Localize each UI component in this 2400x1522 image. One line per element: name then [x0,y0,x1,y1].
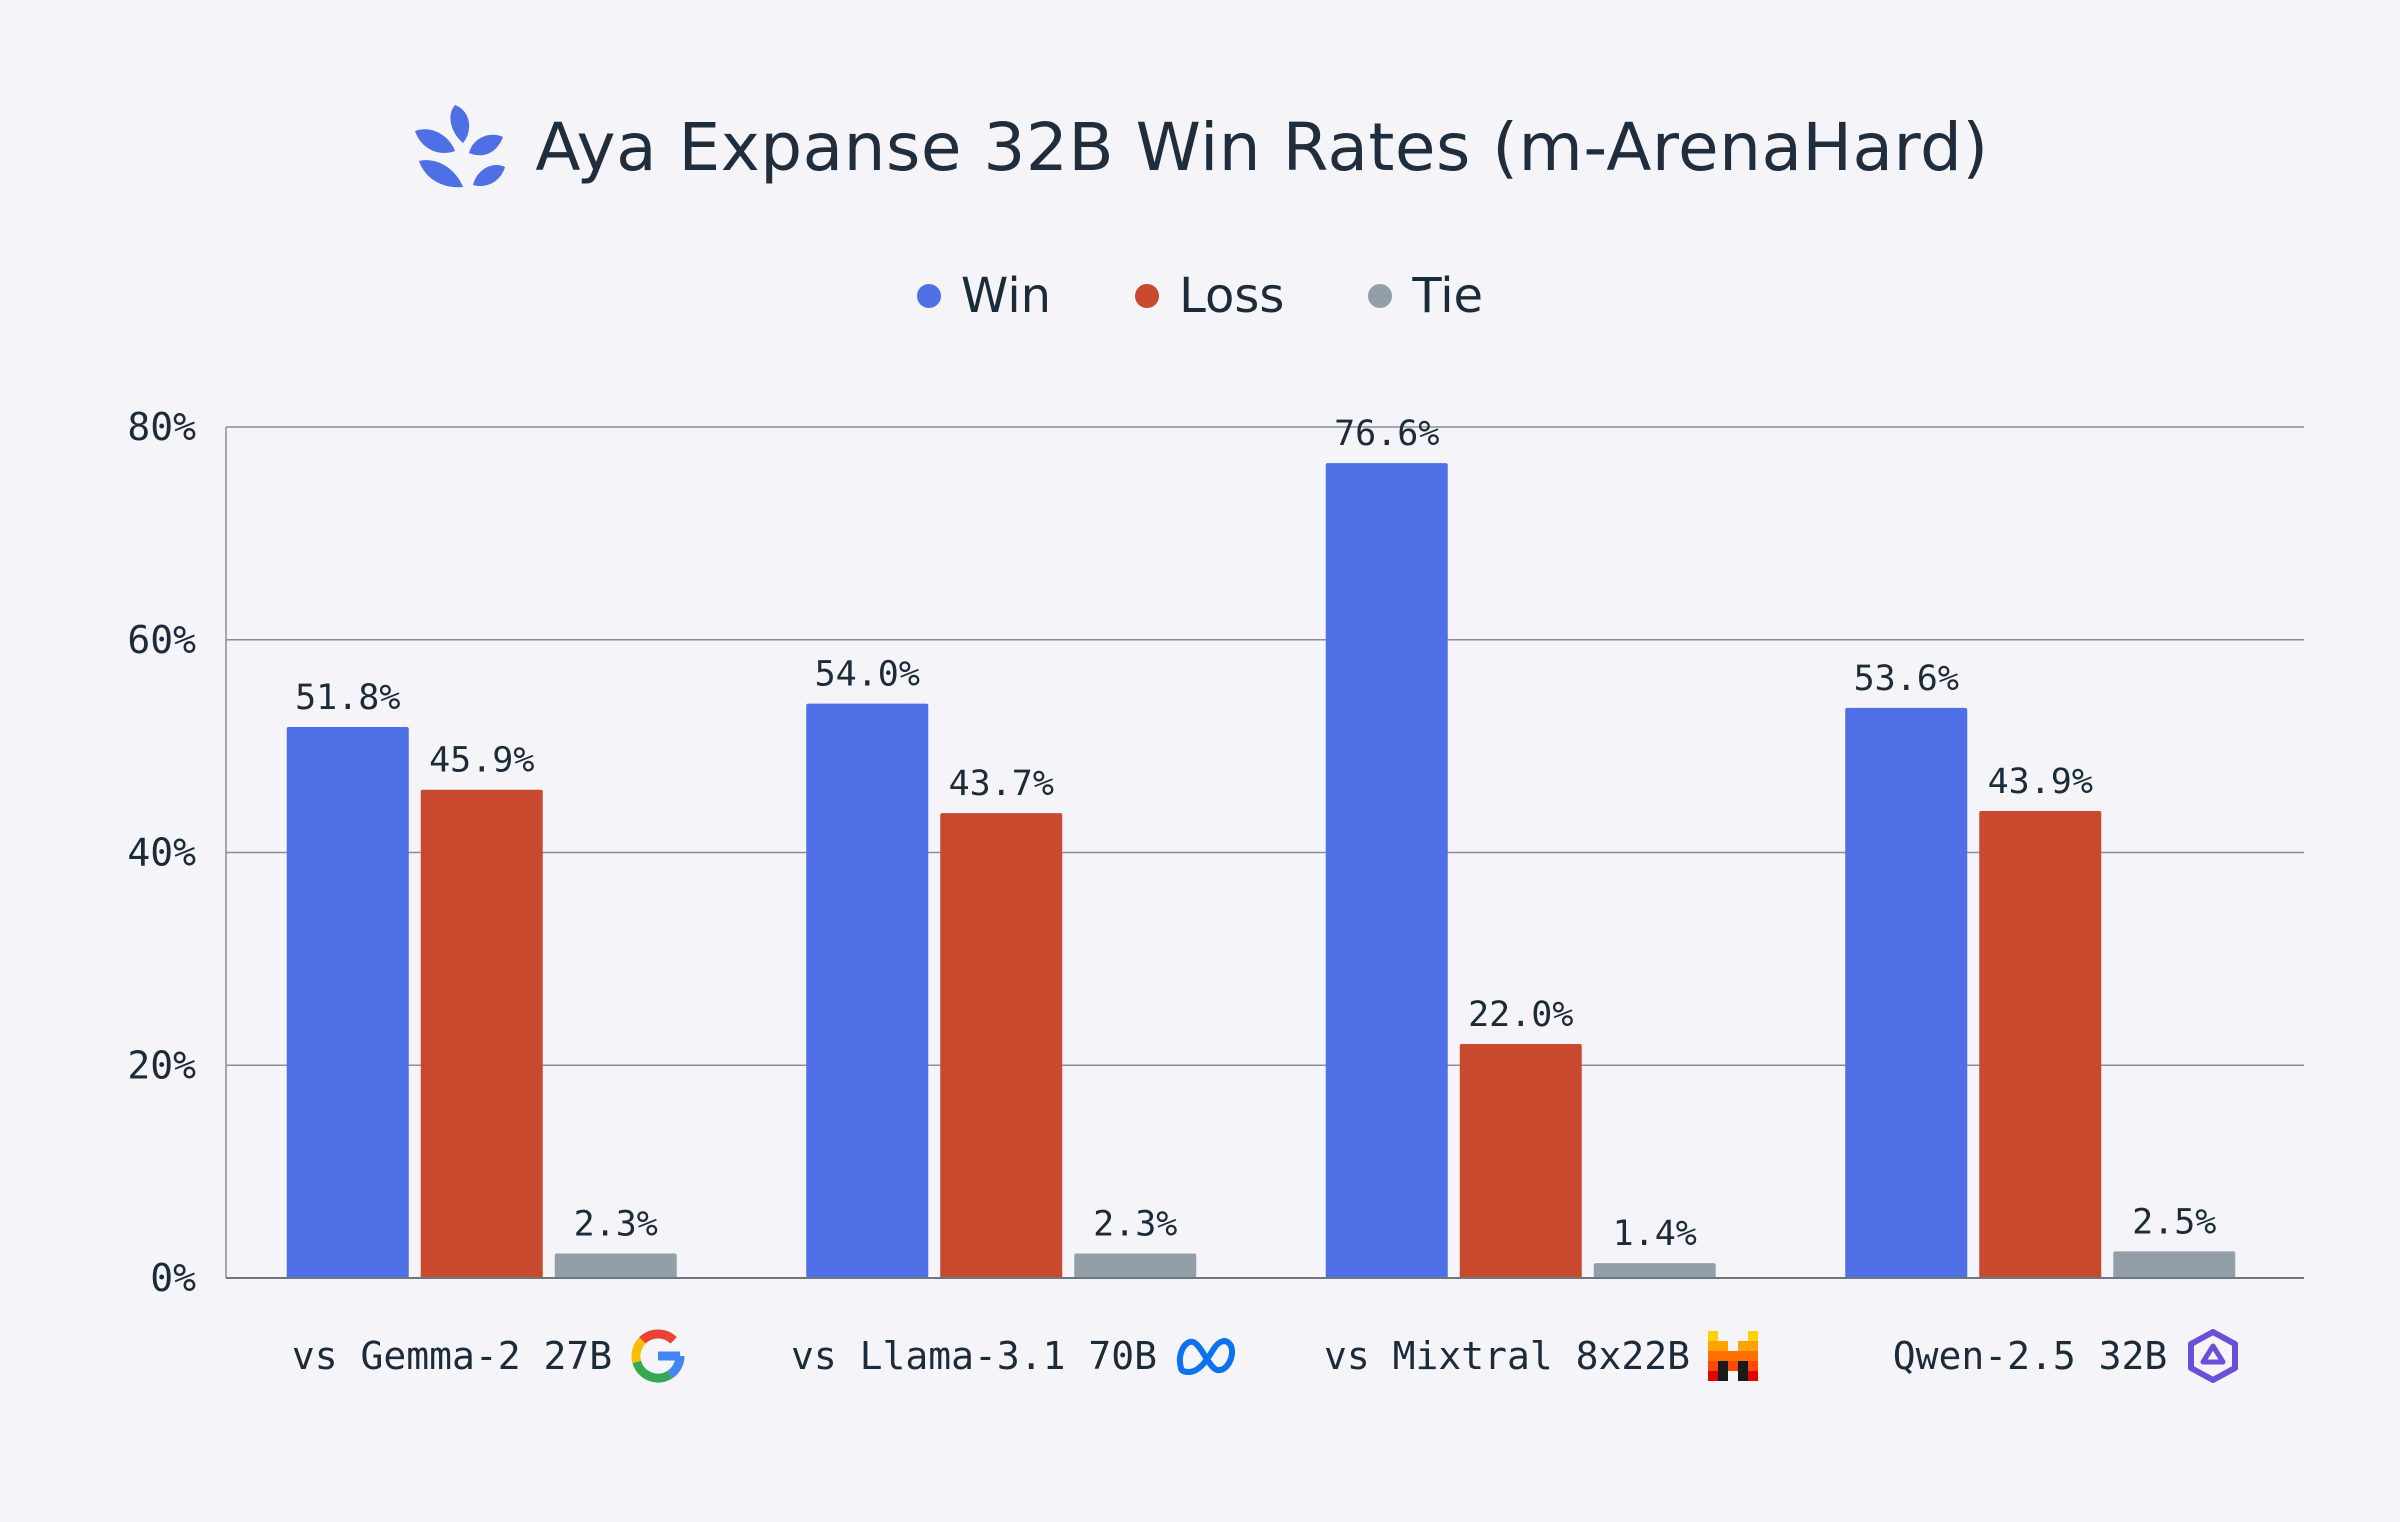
data-label-tie-0: 2.3% [574,1205,658,1245]
data-label-win-0: 51.8% [295,678,400,718]
bar-loss-3 [1979,811,2102,1278]
category-text-gemma: vs Gemma-2 27B [291,1334,613,1378]
legend-label-tie: Tie [1412,268,1484,324]
bar-win-0 [286,726,409,1278]
bar-loss-0 [420,789,543,1278]
legend-item-tie: Tie [1368,268,1483,324]
category-text-qwen: Qwen-2.5 32B [1892,1334,2168,1378]
bar-tie-2 [1593,1263,1716,1278]
bar-loss-1 [940,813,1063,1278]
data-label-loss-1: 43.7% [949,764,1054,804]
legend-dot-tie [1368,284,1393,308]
bar-tie-0 [554,1253,677,1278]
bar-tie-3 [2113,1251,2236,1278]
bar-win-2 [1325,463,1448,1279]
meta-logo-icon [1175,1334,1239,1378]
category-text-mixtral: vs Mixtral 8x22B [1323,1334,1691,1378]
data-label-tie-2: 1.4% [1613,1214,1697,1254]
bar-win-3 [1845,707,1968,1278]
bar-win-1 [806,703,929,1278]
google-logo-icon [630,1328,686,1384]
bar-loss-2 [1459,1043,1582,1278]
category-label-llama: vs Llama-3.1 70B [752,1320,1278,1392]
category-text-llama: vs Llama-3.1 70B [790,1334,1158,1378]
legend-label-win: Win [960,268,1052,324]
legend-item-loss: Loss [1135,268,1284,324]
y-tick-label-40: 40% [127,831,196,875]
chart-legend: Win Loss Tie [0,256,2400,336]
qwen-logo-icon [2185,1328,2241,1384]
y-tick-label-20: 20% [127,1043,196,1087]
mistral-logo-icon [1708,1331,1759,1381]
y-tick-label-0: 0% [150,1256,196,1300]
data-label-win-3: 53.6% [1854,659,1959,699]
category-label-qwen: Qwen-2.5 32B [1804,1320,2330,1392]
y-tick-label-80: 80% [127,405,196,449]
data-label-loss-0: 45.9% [429,741,534,781]
legend-dot-win [916,284,941,308]
category-label-mixtral: vs Mixtral 8x22B [1278,1320,1804,1392]
legend-item-win: Win [916,268,1052,324]
y-tick-label-60: 60% [127,618,196,662]
bar-tie-1 [1074,1253,1197,1278]
legend-dot-loss [1135,284,1160,308]
data-label-tie-3: 2.5% [2132,1202,2216,1242]
chart-title-row: Aya Expanse 32B Win Rates (m-ArenaHard) [0,92,2400,202]
data-label-loss-3: 43.9% [1988,762,2093,802]
data-label-loss-2: 22.0% [1468,995,1573,1035]
chart-title: Aya Expanse 32B Win Rates (m-ArenaHard) [535,108,1989,186]
data-label-tie-1: 2.3% [1093,1205,1177,1245]
legend-label-loss: Loss [1179,268,1285,324]
data-label-win-2: 76.6% [1334,414,1439,454]
aya-leaf-logo-icon [411,97,507,197]
data-label-win-1: 54.0% [815,655,920,695]
category-label-gemma: vs Gemma-2 27B [226,1320,752,1392]
